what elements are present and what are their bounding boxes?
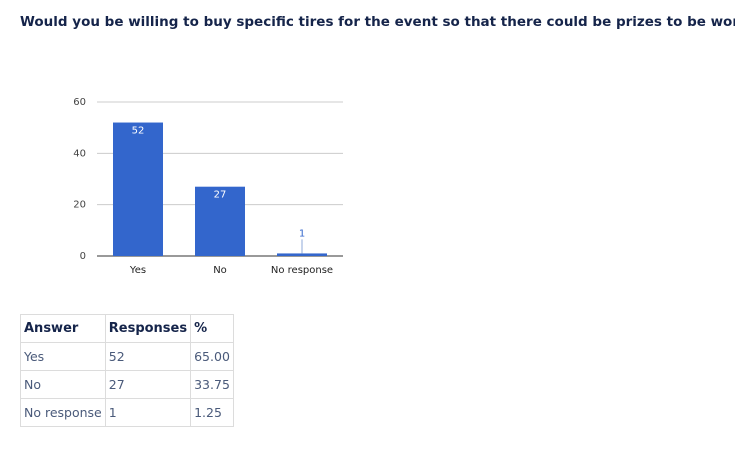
y-tick-label: 60 (73, 97, 86, 108)
x-tick-label: Yes (129, 265, 146, 276)
table-cell: 52 (104, 342, 192, 371)
column-header: Answer (20, 314, 106, 343)
table-cell: 1.25 (190, 398, 234, 427)
table-row: Yes 52 65.00 (20, 342, 234, 371)
table-cell: 65.00 (190, 342, 234, 371)
table-cell: 33.75 (190, 370, 234, 399)
column-header: Responses (104, 314, 192, 343)
x-tick-label: No response (271, 265, 333, 276)
data-label: 52 (132, 126, 145, 137)
question-title: Would you be willing to buy specific tir… (20, 14, 735, 30)
bar (195, 186, 245, 256)
table-row: No response 1 1.25 (20, 398, 234, 427)
column-header: % (190, 314, 234, 343)
data-label: 27 (214, 190, 227, 201)
table-header: Answer Responses% (20, 314, 234, 343)
table-cell: 27 (104, 370, 192, 399)
bar (277, 253, 327, 256)
y-tick-label: 20 (73, 200, 86, 211)
x-tick-label: No (213, 265, 227, 276)
table-cell: Yes (20, 342, 106, 371)
y-tick-label: 0 (80, 251, 86, 262)
chart: 0 20 40 60 Yes 52 No 27 No response 1 (73, 97, 343, 276)
table-row: No 27 33.75 (20, 370, 234, 399)
results-table: Answer Responses% Yes 52 65.00 No 27 33.75 No r… (20, 314, 234, 427)
bar (113, 122, 163, 257)
table-cell: No (20, 370, 106, 399)
y-tick-label: 40 (73, 148, 86, 159)
data-label: 1 (299, 228, 305, 239)
table-cell: No response (20, 398, 106, 427)
table-cell: 1 (104, 398, 192, 427)
